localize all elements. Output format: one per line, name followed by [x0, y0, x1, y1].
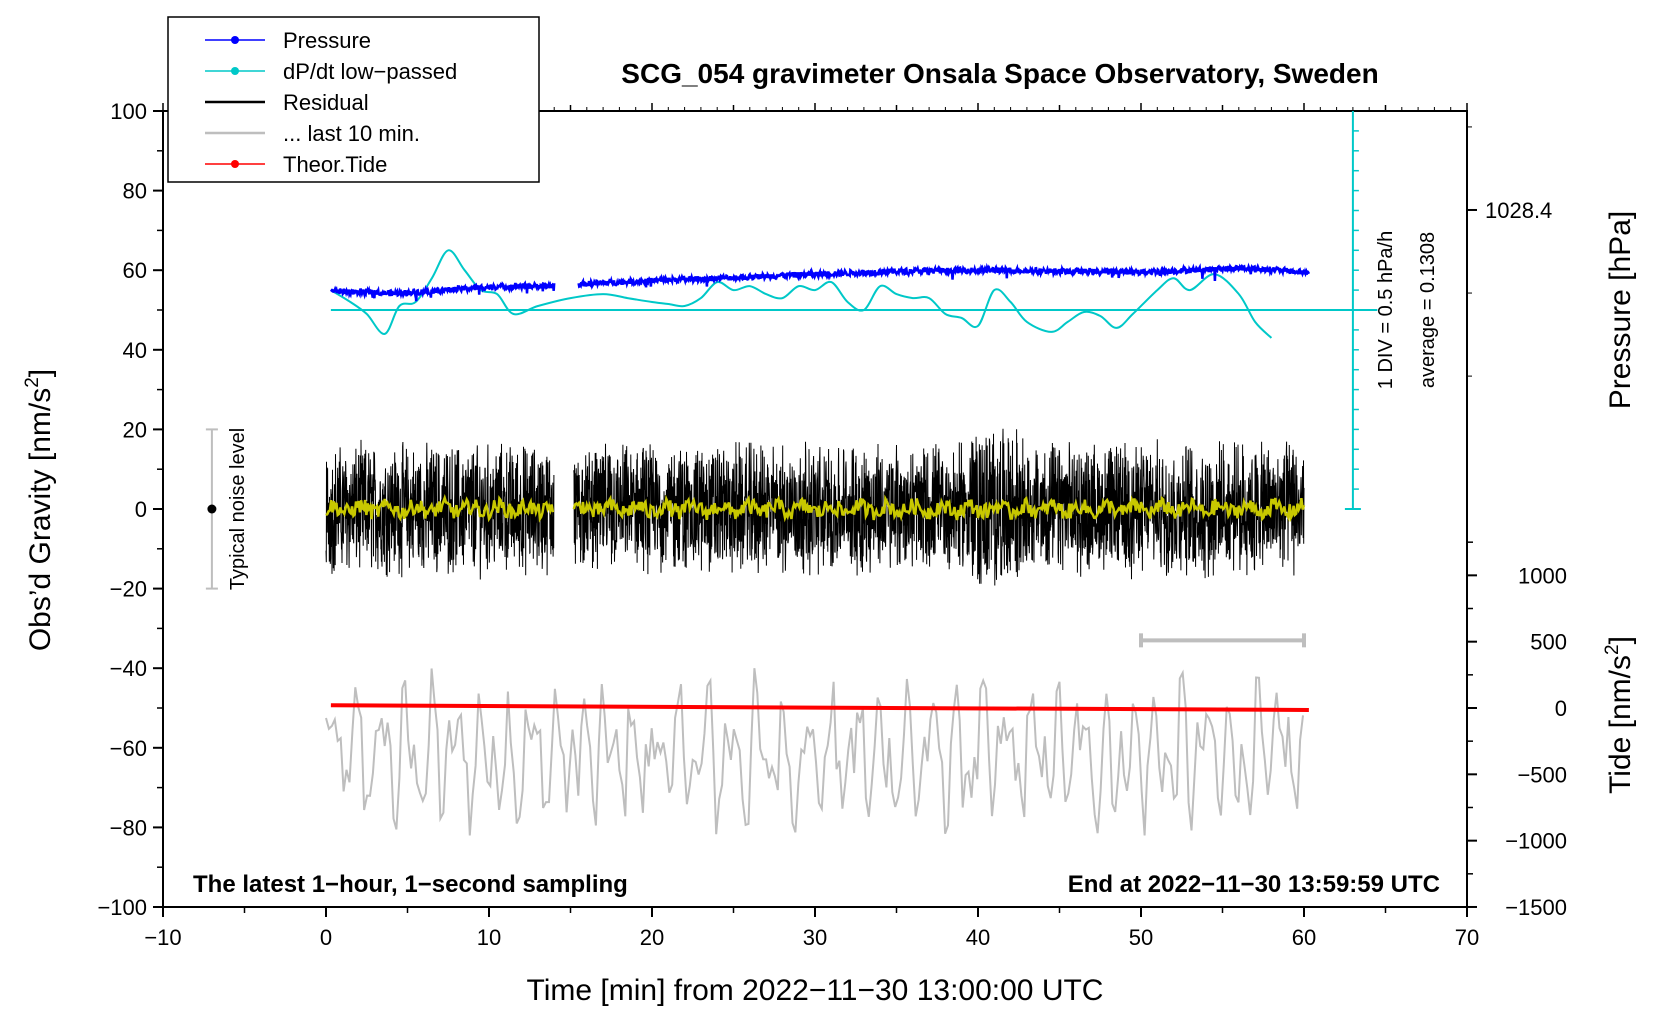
noise-bar-label: Typical noise level: [227, 428, 249, 590]
end-time-note: End at 2022−11−30 13:59:59 UTC: [1068, 871, 1440, 898]
x-tick-label: 40: [966, 925, 990, 950]
y-tick-label: 100: [110, 99, 147, 124]
y-axis-label-tide: Tide [nm/s2]: [1602, 636, 1637, 794]
y-tick-label: −40: [110, 656, 147, 681]
dpdt-line: [330, 249, 1273, 339]
x-tick-label: 50: [1129, 925, 1153, 950]
y-axis-gravity: 100 80 60 40 20 0 −20 −40 −60 −80 −100: [97, 99, 163, 920]
sampling-note: The latest 1−hour, 1−second sampling: [193, 871, 628, 898]
x-tick-label: 0: [320, 925, 332, 950]
legend-item-label: Pressure: [283, 28, 371, 53]
tide-tick-label: −500: [1517, 762, 1567, 787]
legend-item-label: dP/dt low−passed: [283, 59, 457, 84]
plot-area: 1 DIV = 0.5 hPa/h average = 0.1308 Typical…: [162, 110, 1468, 908]
annotation-layer: 1 DIV = 0.5 hPa/h average = 0.1308 Typical…: [205, 111, 1439, 648]
y-tick-label: −80: [110, 815, 147, 840]
legend-swatch-marker: [231, 160, 239, 168]
series-layer: [325, 249, 1311, 836]
legend-box: [167, 16, 540, 183]
tide-tick-label: −1500: [1505, 895, 1567, 920]
chart-title: SCG_054 gravimeter Onsala Space Observat…: [621, 58, 1378, 89]
x-tick-label: −10: [144, 925, 181, 950]
legend: Pressure dP/dt low−passed Residual ... last…: [167, 16, 540, 183]
legend-swatch-marker: [231, 67, 239, 75]
pressure-tick-label: 1028.4: [1485, 198, 1552, 223]
legend-swatch-marker: [231, 36, 239, 44]
y-tick-label: 0: [135, 497, 147, 522]
y-tick-label: −60: [110, 736, 147, 761]
y-axis-pressure: 1030.01029.61029.21028.81028.4: [1467, 126, 1552, 377]
y-tick-label: −20: [110, 577, 147, 602]
y-tick-label: 80: [123, 179, 147, 204]
last-10-min-line: [325, 668, 1304, 836]
y-axis-label-pressure: Pressure [hPa]: [1604, 211, 1637, 409]
x-axis-label: Time [min] from 2022−11−30 13:00:00 UTC: [527, 974, 1104, 1007]
tide-tick-label: 500: [1530, 630, 1567, 655]
residual-smoothed-line: [572, 494, 1306, 523]
y-tick-label: −100: [97, 895, 147, 920]
x-tick-label: 20: [640, 925, 664, 950]
legend-item-label: Theor.Tide: [283, 152, 387, 177]
legend-item-label: ... last 10 min.: [283, 121, 420, 146]
residual-smoothed-line: [325, 493, 555, 523]
tide-tick-label: −1000: [1505, 829, 1567, 854]
x-tick-label: 10: [477, 925, 501, 950]
tide-tick-label: 1000: [1518, 563, 1567, 588]
tide-tick-label: 0: [1555, 696, 1567, 721]
residual-line: [573, 428, 1305, 586]
y-tick-label: 20: [123, 417, 147, 442]
x-tick-label: 70: [1455, 925, 1479, 950]
dpdt-div-label: 1 DIV = 0.5 hPa/h: [1375, 231, 1397, 389]
pressure-line: [577, 262, 1311, 291]
x-tick-label: 30: [803, 925, 827, 950]
x-axis: −10 0 10 20 30 40 50 60 70: [144, 103, 1479, 950]
y-axis-label-gravity: Obs’d Gravity [nm/s2]: [22, 369, 57, 651]
pressure-line: [329, 279, 556, 302]
x-tick-label: 60: [1292, 925, 1316, 950]
y-axis-tide: 1000 500 0 −500 −1000 −1500: [1467, 541, 1567, 920]
y-tick-label: 60: [123, 258, 147, 283]
noise-bar-center: [207, 504, 217, 514]
tide-line: [330, 703, 1309, 712]
dpdt-average-label: average = 0.1308: [1417, 232, 1439, 388]
y-tick-label: 40: [123, 338, 147, 363]
legend-item-label: Residual: [283, 90, 369, 115]
